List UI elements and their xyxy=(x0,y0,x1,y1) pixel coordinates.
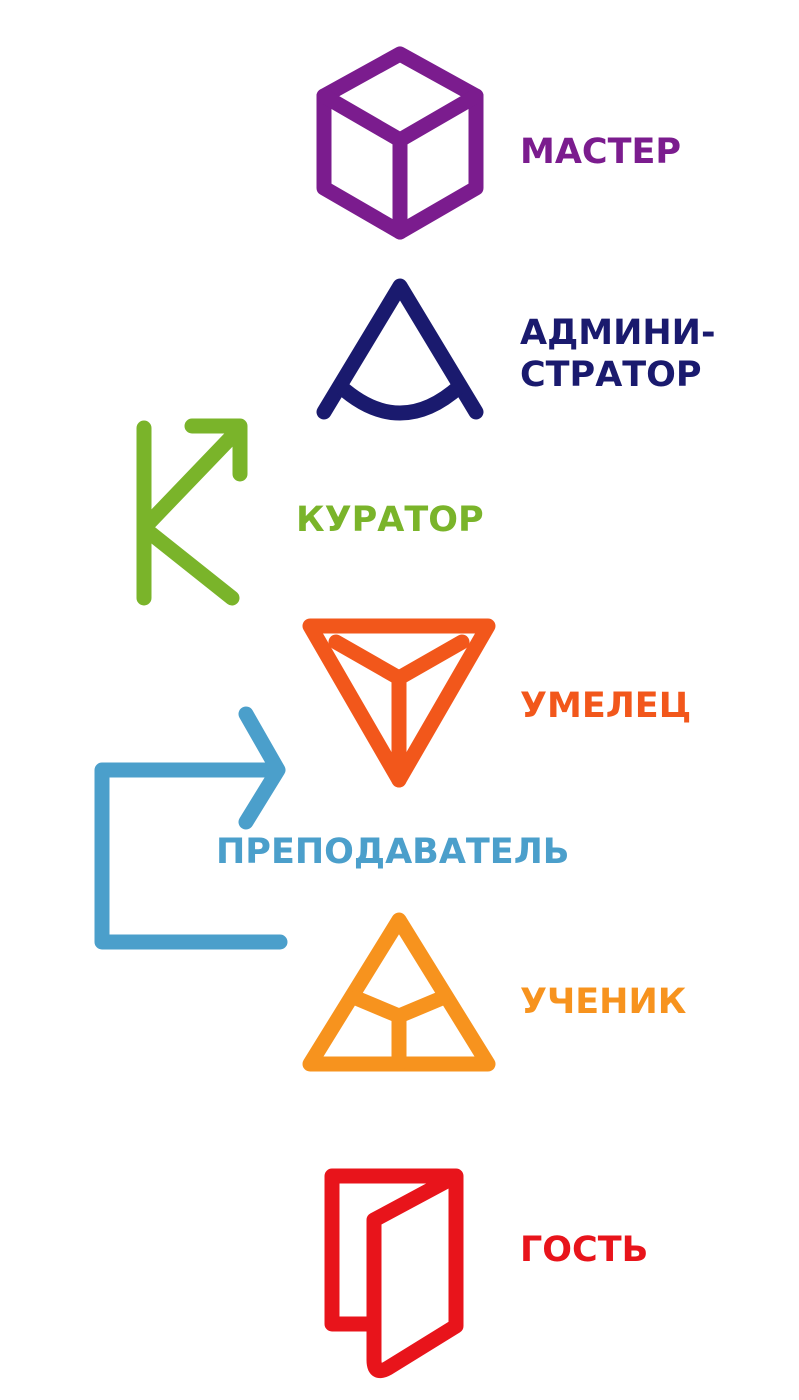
triangle-icon xyxy=(302,912,496,1072)
role-label-student: УЧЕНИК xyxy=(520,982,687,1022)
role-label-curator: КУРАТОР xyxy=(296,500,484,540)
k-arrow-icon xyxy=(136,418,248,606)
role-label-teacher: ПРЕПОДАВАТЕЛЬ xyxy=(216,832,570,872)
role-label-skilled: УМЕЛЕЦ xyxy=(520,686,692,726)
role-label-guest: ГОСТЬ xyxy=(520,1230,649,1270)
cube-icon xyxy=(316,46,484,240)
role-label-administrator: АДМИНИ- СТРАТОР xyxy=(520,312,716,396)
bracket-arrow-icon xyxy=(94,706,288,950)
inverted-triangle-icon xyxy=(302,618,496,788)
role-label-master: МАСТЕР xyxy=(520,132,682,172)
arch-a-icon xyxy=(316,278,484,421)
role-label-administrator-line2: СТРАТОР xyxy=(520,355,702,395)
open-door-icon xyxy=(324,1168,464,1379)
role-label-administrator-line1: АДМИНИ- xyxy=(520,313,716,353)
